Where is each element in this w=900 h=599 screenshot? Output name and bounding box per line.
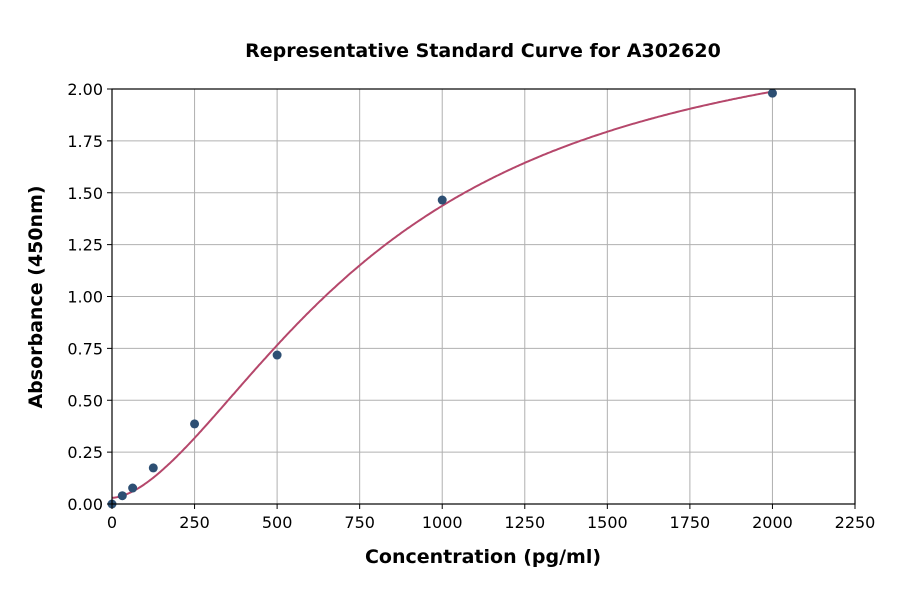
data-point [272, 350, 282, 360]
data-point [128, 483, 138, 493]
x-axis-label: Concentration (pg/ml) [365, 546, 601, 568]
x-tick-label: 1500 [587, 513, 628, 532]
y-tick-label: 2.00 [67, 80, 103, 99]
x-tick-label: 1750 [670, 513, 711, 532]
y-tick-label: 0.50 [67, 391, 103, 410]
x-tick-label: 250 [179, 513, 210, 532]
y-tick-label: 1.50 [67, 184, 103, 203]
data-point [117, 491, 127, 501]
x-tick-label: 1250 [504, 513, 545, 532]
chart-title: Representative Standard Curve for A30262… [245, 40, 721, 62]
x-tick-label: 2000 [752, 513, 793, 532]
data-point [190, 419, 200, 429]
x-tick-label: 1000 [422, 513, 463, 532]
x-tick-label: 500 [262, 513, 293, 532]
y-tick-label: 1.25 [67, 236, 103, 255]
y-tick-label: 0.00 [67, 495, 103, 514]
y-tick-label: 1.00 [67, 288, 103, 307]
data-point [767, 88, 777, 98]
data-point [437, 195, 447, 205]
x-tick-label: 2250 [835, 513, 876, 532]
y-axis-label: Absorbance (450nm) [25, 185, 47, 408]
fit-curve [111, 90, 773, 499]
y-tick-label: 0.25 [67, 443, 103, 462]
y-tick-label: 0.75 [67, 339, 103, 358]
x-tick-label: 750 [344, 513, 375, 532]
y-tick-label: 1.75 [67, 132, 103, 151]
data-point [148, 463, 158, 473]
x-tick-label: 0 [107, 513, 117, 532]
